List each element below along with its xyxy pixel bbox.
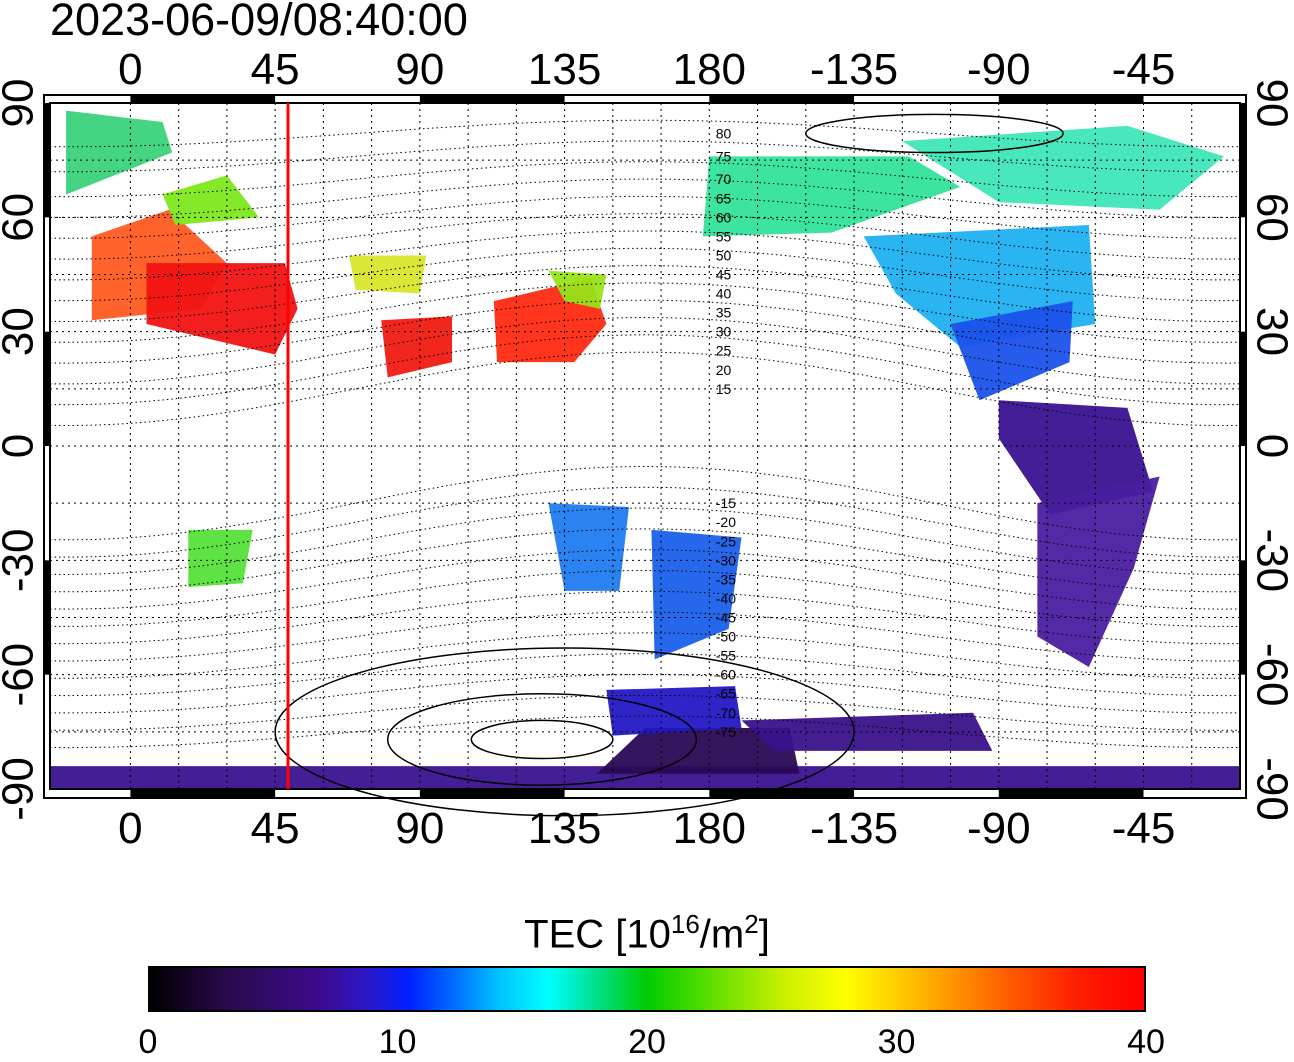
frame-bar-top (709, 95, 854, 103)
contour-label: 40 (716, 286, 732, 302)
y-tick-label-right: 90 (1248, 79, 1294, 128)
contour-label: 30 (716, 324, 732, 340)
contour-label: 50 (716, 247, 732, 263)
y-tick-label-left: -60 (0, 643, 43, 707)
colorbar-tick-label: 30 (857, 1022, 937, 1062)
frame-bar-left (44, 332, 50, 446)
x-tick-label-bottom: -135 (810, 804, 898, 853)
colorbar-title: TEC [1016/m2] (0, 900, 1294, 958)
y-tick-label-right: 30 (1248, 307, 1294, 356)
x-tick-label-top: 180 (673, 45, 746, 94)
tec-patch (381, 316, 452, 377)
contour-label: -45 (716, 610, 736, 626)
tec-data-patches (50, 111, 1240, 789)
colorbar-tick-label: 40 (1106, 1022, 1186, 1062)
y-tick-label-left: 60 (0, 193, 43, 242)
x-tick-label-bottom: 90 (395, 804, 444, 853)
tec-colorbar (148, 966, 1146, 1012)
y-tick-label-right: -60 (1248, 643, 1294, 707)
contour-label: 45 (716, 267, 732, 283)
y-tick-label-right: -30 (1248, 529, 1294, 593)
contour-label: 15 (716, 381, 732, 397)
contour-label: -60 (716, 667, 736, 683)
contour-label: -75 (716, 724, 736, 740)
colorbar-tick-label: 10 (358, 1022, 438, 1062)
y-tick-label-right: 60 (1248, 193, 1294, 242)
x-tick-label-bottom: 135 (528, 804, 601, 853)
contour-label: -50 (716, 629, 736, 645)
contour-label: 35 (716, 305, 732, 321)
frame-bar-top (130, 95, 275, 103)
x-tick-label-bottom: 45 (251, 804, 300, 853)
contour-label: 80 (716, 125, 732, 141)
y-tick-label-left: 30 (0, 307, 43, 356)
x-tick-label-bottom: -90 (967, 804, 1031, 853)
contour-label: 65 (716, 190, 732, 206)
x-tick-label-top: 90 (395, 45, 444, 94)
frame-bar-bottom (420, 790, 565, 798)
y-tick-label-left: -90 (0, 757, 43, 821)
contour-label: -40 (716, 590, 736, 606)
tec-patch (902, 126, 1224, 210)
x-tick-label-bottom: 180 (673, 804, 746, 853)
tec-patch (1037, 476, 1159, 667)
frame-bar-bottom (130, 790, 275, 798)
frame-bar-right (1240, 103, 1246, 217)
contour-label: 75 (716, 148, 732, 164)
y-tick-label-right: -90 (1248, 757, 1294, 821)
x-tick-label-top: -45 (1112, 45, 1176, 94)
pole-contour (471, 720, 613, 758)
x-tick-label-top: 0 (118, 45, 142, 94)
frame-bar-top (999, 95, 1144, 103)
contour-label: -35 (716, 571, 736, 587)
tec-patch (549, 503, 629, 591)
contour-label: -70 (716, 705, 736, 721)
y-tick-label-left: 90 (0, 79, 43, 128)
tec-world-map: 80 75 70 65 60 55 50 45 40 35 30 25 20 15 -15 -20 -25 -30… (0, 0, 1294, 880)
contour-label: -55 (716, 648, 736, 664)
x-tick-label-top: 135 (528, 45, 601, 94)
frame-bar-right (1240, 560, 1246, 674)
x-tick-label-bottom: -45 (1112, 804, 1176, 853)
colorbar-tick-label: 0 (108, 1022, 188, 1062)
frame-bar-bottom (709, 790, 854, 798)
x-tick-label-bottom: 0 (118, 804, 142, 853)
contour-label: -30 (716, 552, 736, 568)
colorbar-tick-label: 20 (607, 1022, 687, 1062)
frame-bar-bottom (999, 790, 1144, 798)
contour-label: 60 (716, 209, 732, 225)
tec-patch (66, 111, 172, 195)
contour-label: -25 (716, 533, 736, 549)
x-tick-label-top: -90 (967, 45, 1031, 94)
contour-label: 25 (716, 343, 732, 359)
frame-bar-left (44, 103, 50, 217)
contour-label: 70 (716, 171, 732, 187)
contour-label: -65 (716, 686, 736, 702)
frame-bar-top (420, 95, 565, 103)
contour-label: 55 (716, 228, 732, 244)
x-tick-label-top: -135 (810, 45, 898, 94)
contour-label: -15 (716, 495, 736, 511)
frame-bar-right (1240, 332, 1246, 446)
y-tick-label-left: 0 (0, 434, 43, 458)
x-tick-label-top: 45 (251, 45, 300, 94)
contour-label: 20 (716, 362, 732, 378)
contour-label: -20 (716, 514, 736, 530)
y-tick-label-left: -30 (0, 529, 43, 593)
y-tick-label-right: 0 (1248, 434, 1294, 458)
frame-bar-left (44, 560, 50, 674)
